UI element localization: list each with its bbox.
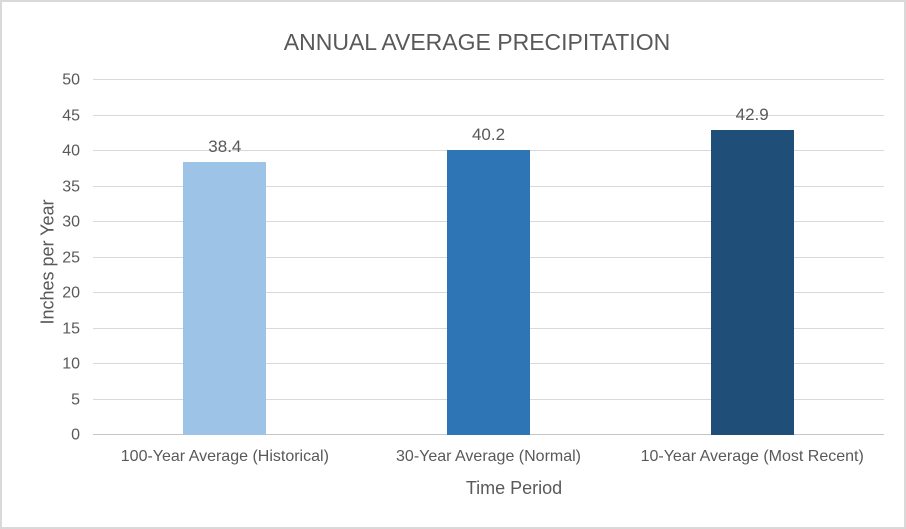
x-tick-label: 30-Year Average (Normal): [396, 448, 581, 465]
x-tick-label: 10-Year Average (Most Recent): [640, 448, 864, 465]
bar: [183, 162, 267, 435]
gridline: [93, 79, 884, 80]
bar: [710, 130, 794, 435]
bar-slot: 42.9: [620, 80, 884, 435]
y-tick-label: 15: [62, 320, 80, 337]
y-tick-label: 35: [62, 178, 80, 195]
bar-data-label: 40.2: [471, 125, 506, 144]
x-tick-label: 100-Year Average (Historical): [120, 448, 329, 465]
bar: [447, 150, 530, 435]
y-tick-label: 5: [71, 391, 80, 408]
bar-slot: 38.4: [93, 80, 357, 435]
chart-title: ANNUAL AVERAGE PRECIPITATION: [283, 29, 671, 55]
y-tick-label: 30: [62, 213, 80, 231]
y-tick-label: 45: [62, 107, 80, 124]
bar-data-label: 38.4: [208, 137, 242, 156]
y-tick-label: 40: [62, 142, 80, 160]
y-tick-label: 0: [71, 426, 80, 444]
x-axis-title: Time Period: [465, 478, 563, 498]
y-tick-label: 20: [62, 284, 80, 302]
bar-series: 38.4 40.2 42.9: [93, 80, 884, 435]
y-tick-label: 25: [62, 249, 80, 266]
y-tick-label: 10: [62, 355, 80, 373]
y-axis-tick-labels: 0 5 10 15 20 25 30 35 40 45 50: [2, 72, 82, 444]
bar-data-label: 42.9: [735, 105, 769, 124]
bar-slot: 40.2: [357, 80, 621, 435]
plot-area: 38.4 40.2 42.9: [93, 79, 884, 435]
gridline: [93, 114, 884, 116]
x-axis-tick-labels: 100-Year Average (Historical) 30-Year Ave…: [93, 447, 884, 467]
y-tick-label: 50: [62, 71, 80, 89]
